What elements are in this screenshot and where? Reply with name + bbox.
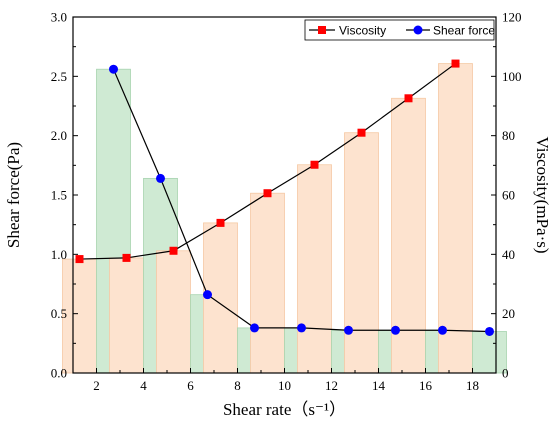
shear-force-point	[203, 290, 212, 300]
y-right-tick-label: 40	[502, 247, 515, 262]
y-right-tick-label: 20	[502, 306, 515, 321]
x-tick-label: 16	[419, 378, 433, 393]
x-tick-label: 8	[234, 378, 241, 393]
viscosity-point	[404, 94, 413, 103]
x-tick-label: 18	[466, 378, 479, 393]
viscosity-bar	[250, 192, 285, 374]
x-axis-title: Shear rate（s⁻¹）	[223, 400, 346, 419]
legend-shear-force-label: Shear force	[433, 24, 495, 38]
x-tick-label: 14	[372, 378, 386, 393]
y-left-tick-label: 1.5	[51, 188, 67, 203]
viscosity-point	[216, 218, 225, 227]
markers-layer	[75, 59, 494, 336]
y-left-tick-label: 0.0	[51, 366, 67, 381]
y-left-tick-label: 1.0	[51, 247, 67, 262]
shear-force-point	[485, 326, 494, 336]
viscosity-bar	[62, 258, 97, 374]
viscosity-bar	[109, 257, 144, 374]
x-tick-label: 12	[325, 378, 338, 393]
y-right-tick-label: 100	[502, 69, 522, 84]
legend-viscosity-marker	[318, 26, 326, 34]
y-axis-left-title: Shear force(Pa)	[4, 142, 23, 248]
viscosity-point	[75, 255, 84, 264]
viscosity-bar	[438, 63, 473, 374]
viscosity-bar	[297, 164, 332, 374]
viscosity-point	[122, 253, 131, 262]
y-left-tick-label: 2.0	[51, 128, 67, 143]
y-left-tick-label: 0.5	[51, 306, 67, 321]
legend-shear-force-marker	[413, 25, 423, 35]
viscosity-point	[169, 246, 178, 255]
x-tick-label: 4	[140, 378, 147, 393]
shear-force-point	[156, 173, 165, 183]
shear-force-point	[109, 64, 118, 74]
shear-force-point	[344, 325, 353, 335]
y-right-tick-label: 80	[502, 128, 515, 143]
viscosity-point	[357, 128, 366, 137]
y-right-tick-label: 120	[502, 10, 522, 25]
viscosity-point	[310, 160, 319, 169]
y-left-tick-label: 2.5	[51, 69, 67, 84]
shear-force-point	[391, 325, 400, 335]
x-tick-label: 6	[187, 378, 194, 393]
x-tick-label: 10	[278, 378, 291, 393]
shear-force-point	[297, 323, 306, 333]
legend-viscosity-label: Viscosity	[339, 24, 386, 38]
legend-box	[304, 19, 495, 41]
viscosity-bar	[344, 132, 379, 374]
y-right-tick-label: 0	[502, 366, 509, 381]
x-tick-label: 2	[93, 378, 100, 393]
viscosity-point	[263, 189, 272, 198]
legend: Viscosity Shear force	[304, 19, 495, 41]
shear-force-point	[438, 325, 447, 335]
bars-layer	[62, 63, 507, 374]
shear-force-bar	[472, 331, 507, 374]
viscosity-bar	[156, 250, 191, 374]
y-left-tick-label: 3.0	[51, 10, 67, 25]
axes-layer: 2 4 6 8 10 12 14 16 18 0.0 0.5 1.0 1.5 2.0 2.5 3.0 0 20 40…	[51, 10, 522, 394]
viscosity-point	[451, 59, 460, 68]
shear-force-point	[250, 323, 259, 333]
y-axis-right-title: Viscosity(mPa·s)	[533, 136, 550, 253]
y-right-tick-label: 60	[502, 188, 515, 203]
